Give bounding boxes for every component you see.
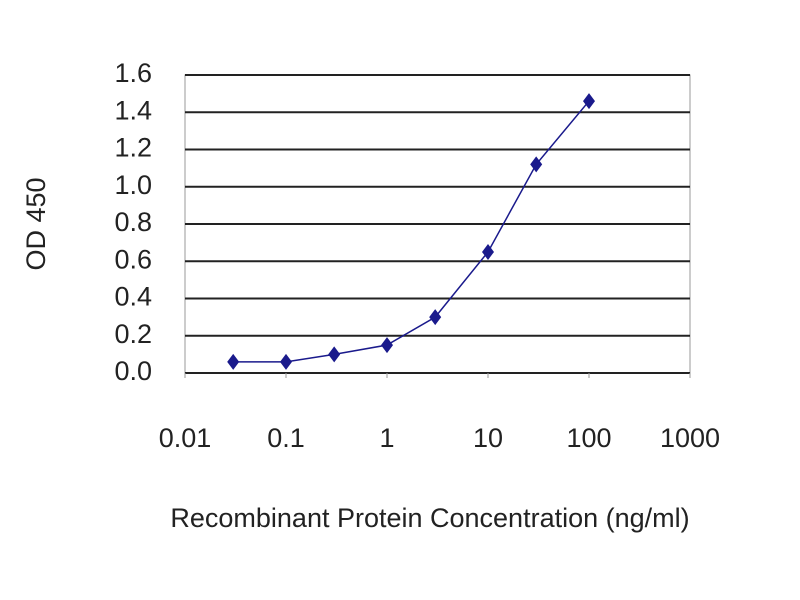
x-tick-label: 1 bbox=[379, 423, 394, 453]
y-tick-label: 0.4 bbox=[114, 282, 152, 312]
y-tick-label: 1.2 bbox=[114, 133, 152, 163]
data-point bbox=[482, 243, 494, 260]
y-tick-label: 1.6 bbox=[114, 58, 152, 88]
data-point bbox=[429, 309, 442, 326]
x-axis-title: Recombinant Protein Concentration (ng/ml… bbox=[170, 503, 689, 533]
data-point bbox=[227, 353, 240, 370]
y-tick-label: 0.0 bbox=[114, 356, 152, 386]
x-tick-label: 1000 bbox=[660, 423, 720, 453]
series-line bbox=[233, 100, 590, 363]
y-tick-label: 0.6 bbox=[114, 244, 152, 274]
y-tick-label: 1.0 bbox=[114, 170, 152, 200]
x-tick-label: 0.01 bbox=[159, 423, 212, 453]
y-tick-label: 1.4 bbox=[114, 95, 152, 125]
x-tick-label: 100 bbox=[566, 423, 611, 453]
data-point bbox=[328, 346, 341, 363]
data-point bbox=[583, 93, 595, 110]
y-axis-title: OD 450 bbox=[21, 177, 51, 270]
data-point bbox=[530, 156, 543, 173]
data-point bbox=[280, 353, 292, 370]
y-tick-label: 0.8 bbox=[114, 207, 152, 237]
x-tick-label: 0.1 bbox=[267, 423, 305, 453]
x-tick-label: 10 bbox=[473, 423, 503, 453]
y-tick-label: 0.2 bbox=[114, 319, 152, 349]
data-point bbox=[381, 337, 393, 354]
